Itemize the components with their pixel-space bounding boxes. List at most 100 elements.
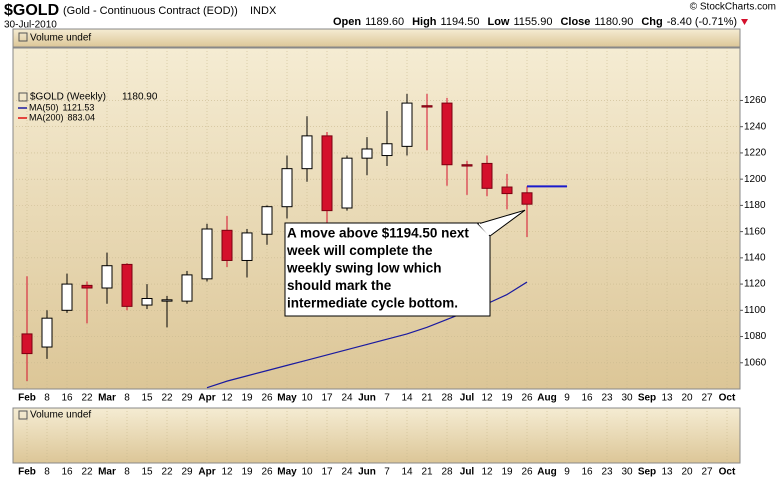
- candle-body: [421, 105, 433, 108]
- y-tick-label: 1060: [744, 357, 767, 368]
- x-tick-label: 26: [521, 393, 533, 404]
- x-tick-label: 22: [161, 393, 173, 404]
- x-tick-label: 30: [621, 467, 633, 478]
- x-tick-label: 8: [124, 393, 130, 404]
- x-tick-label: 13: [661, 467, 673, 478]
- x-tick-label: Jun: [358, 467, 376, 478]
- x-tick-label: 26: [261, 393, 273, 404]
- x-tick-label: 15: [141, 393, 153, 404]
- x-tick-label: 14: [401, 393, 413, 404]
- chart-subtitle: (Gold - Continuous Contract (EOD)): [63, 5, 238, 17]
- legend-name: MA(50): [29, 102, 59, 112]
- x-tick-label: 13: [661, 393, 673, 404]
- x-tick-label: Aug: [537, 467, 556, 478]
- x-tick-label: 16: [61, 467, 73, 478]
- y-tick-label: 1160: [744, 226, 766, 237]
- x-tick-label: Jun: [358, 393, 376, 404]
- y-tick-label: 1180: [744, 200, 766, 211]
- quote-value: 1189.60: [365, 16, 404, 28]
- x-tick-label: Jul: [460, 393, 475, 404]
- x-tick-label: Aug: [537, 393, 556, 404]
- panel-icon: [18, 92, 28, 102]
- candle-body: [181, 274, 193, 302]
- x-tick-label: 26: [521, 467, 533, 478]
- x-tick-label: 8: [124, 467, 130, 478]
- candle-body: [81, 284, 93, 289]
- volume-panel: [12, 407, 741, 464]
- x-tick-label: 17: [321, 393, 333, 404]
- volume-label: Volume undef: [30, 33, 91, 44]
- x-tick-label: 12: [221, 467, 233, 478]
- source: © StockCharts.com: [690, 2, 776, 13]
- y-tick-label: 1120: [744, 279, 766, 290]
- annotation: A move above $1194.50 next week will comp…: [284, 185, 567, 317]
- candle-body: [441, 102, 453, 166]
- x-tick-label: Mar: [98, 467, 116, 478]
- x-tick-label: 21: [421, 393, 433, 404]
- candle-body: [341, 157, 353, 209]
- x-tick-label: 23: [601, 467, 613, 478]
- legend-name: MA(200): [29, 112, 64, 122]
- x-tick-label: Mar: [98, 393, 116, 404]
- panel-icon: [18, 410, 28, 420]
- x-tick-label: 14: [401, 467, 413, 478]
- candle-body: [261, 206, 273, 235]
- x-tick-label: 16: [581, 393, 593, 404]
- x-tick-label: 19: [501, 393, 513, 404]
- candle-body: [481, 162, 493, 189]
- x-tick-label: 7: [384, 393, 390, 404]
- y-tick-label: 1140: [744, 252, 766, 263]
- candle-body: [241, 232, 253, 261]
- x-tick-label: 19: [501, 467, 513, 478]
- x-tick-label: 7: [384, 467, 390, 478]
- candle-body: [461, 164, 473, 167]
- y-tick-label: 1260: [744, 95, 767, 106]
- price-panel: [12, 47, 741, 390]
- x-tick-label: 16: [61, 393, 73, 404]
- candle-body: [161, 299, 173, 302]
- x-tick-label: 27: [701, 467, 713, 478]
- candle-body: [281, 168, 293, 208]
- quote-label: Open: [333, 16, 361, 28]
- x-tick-label: 22: [81, 467, 93, 478]
- volume-label: Volume undef: [30, 410, 91, 421]
- note-line: weekly swing low which: [286, 261, 442, 276]
- x-tick-label: 29: [181, 393, 193, 404]
- x-tick-label: Feb: [18, 393, 36, 404]
- candle-body: [61, 283, 73, 311]
- x-tick-label: 28: [441, 467, 453, 478]
- y-tick-label: 1200: [744, 174, 767, 185]
- change-arrow: [741, 19, 749, 25]
- x-tick-label: 12: [481, 467, 493, 478]
- x-tick-label: 30: [621, 393, 633, 404]
- candle-body: [101, 265, 113, 289]
- x-tick-label: 21: [421, 467, 433, 478]
- candle-body: [121, 263, 133, 307]
- quote-value: 1155.90: [513, 16, 552, 28]
- x-tick-label: 19: [241, 467, 253, 478]
- quote-label: Chg: [641, 16, 662, 28]
- candle-body: [301, 135, 313, 170]
- x-tick-label: 10: [301, 467, 313, 478]
- x-tick-label: Sep: [638, 467, 656, 478]
- pointer-cover: [478, 223, 490, 236]
- x-tick-label: 20: [681, 467, 693, 478]
- x-tick-label: Sep: [638, 393, 656, 404]
- quote-label: Close: [560, 16, 590, 28]
- quote-label: Low: [487, 16, 509, 28]
- x-tick-label: May: [277, 393, 297, 404]
- panel-icon: [18, 32, 28, 42]
- x-tick-label: Apr: [198, 393, 215, 404]
- note-box: [284, 222, 491, 317]
- candle-body: [381, 143, 393, 157]
- note-line: intermediate cycle bottom.: [287, 296, 458, 311]
- y-tick-label: 1240: [744, 121, 767, 132]
- candle-body: [321, 135, 333, 212]
- date: 30-Jul-2010: [4, 20, 57, 31]
- candle-body: [521, 192, 533, 205]
- candle-body: [401, 102, 413, 147]
- note-line: A move above $1194.50 next: [287, 226, 469, 241]
- candle-body: [201, 228, 213, 280]
- x-tick-label: 28: [441, 393, 453, 404]
